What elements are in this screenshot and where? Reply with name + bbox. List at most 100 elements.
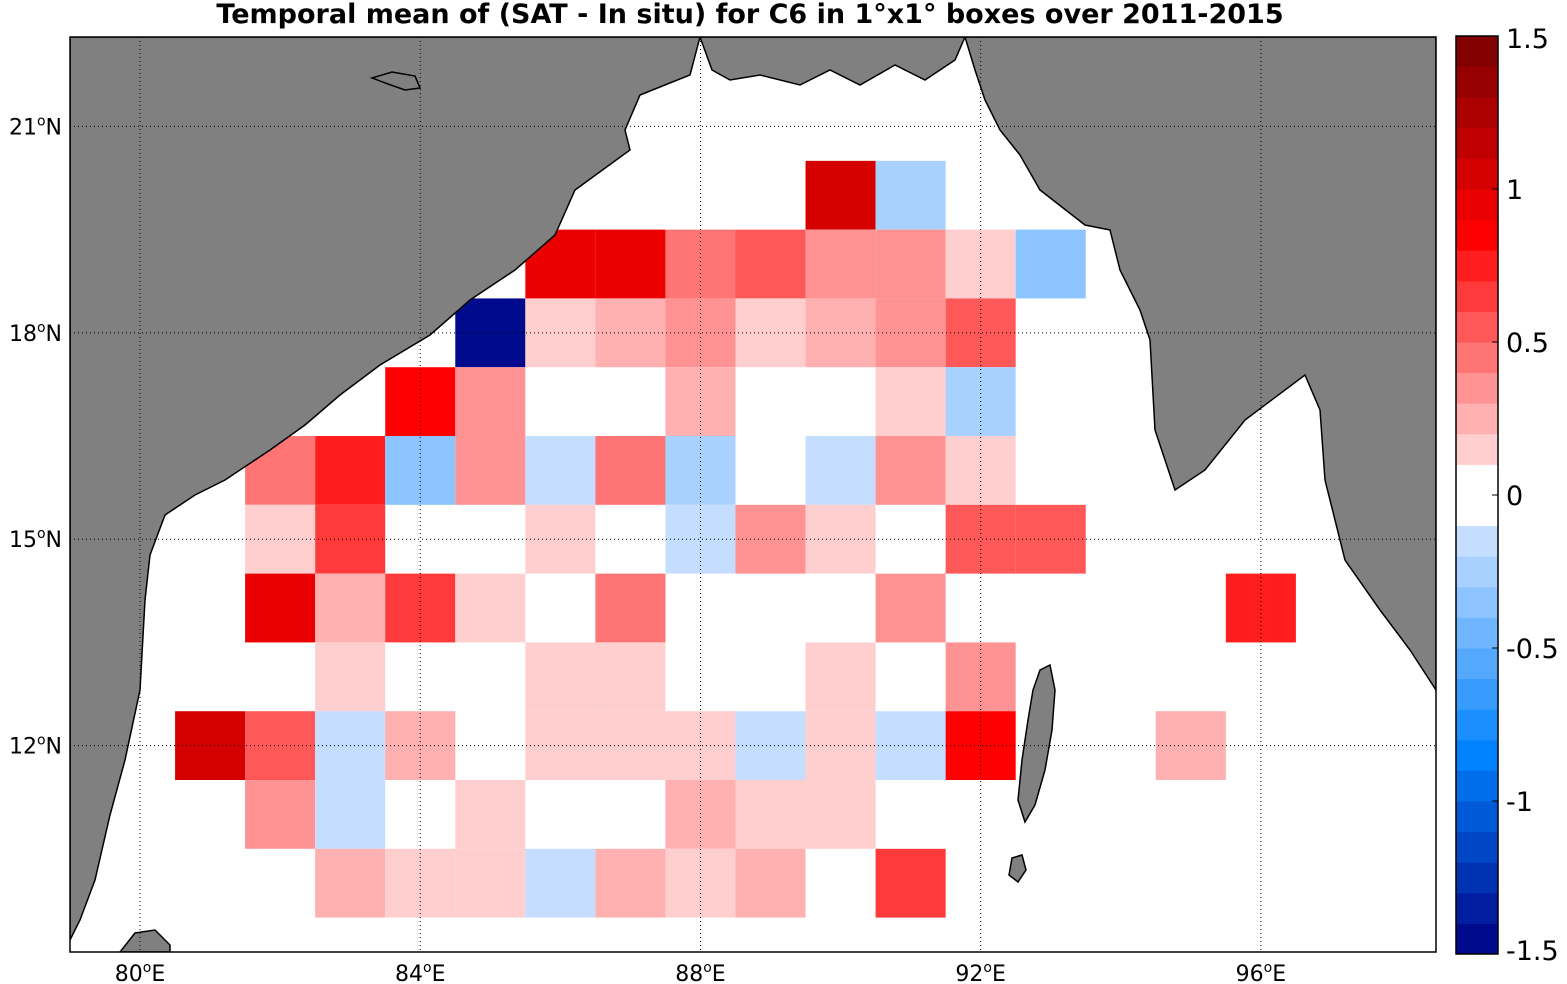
data-cell <box>665 436 736 505</box>
colorbar-segment <box>1456 311 1498 343</box>
colorbar-segment <box>1456 586 1498 618</box>
data-cell <box>1225 573 1296 643</box>
data-cell <box>805 711 876 781</box>
data-cell <box>1015 229 1086 299</box>
colorbar-tick-label: 1 <box>1506 175 1523 206</box>
colorbar-segment <box>1456 372 1498 404</box>
lon-tick-label: 96oE <box>1236 960 1286 984</box>
data-cell <box>875 367 946 437</box>
lat-tick-label: 15oN <box>9 526 62 553</box>
data-cell <box>805 436 876 505</box>
colorbar-segment <box>1456 648 1498 680</box>
data-cell <box>805 298 876 368</box>
colorbar-segment <box>1456 403 1498 435</box>
data-cell <box>945 229 1016 299</box>
colorbar: 1.5 1 0.5 0 -0.5 -1 -1.5 <box>1455 24 1559 967</box>
land-andaman-little <box>1008 854 1027 884</box>
data-cell <box>805 229 876 299</box>
data-cell <box>875 848 946 918</box>
colorbar-segment <box>1456 770 1498 802</box>
grid-lines <box>70 37 1436 952</box>
data-cell <box>665 298 736 368</box>
data-cell <box>595 229 666 299</box>
data-cell <box>665 848 736 918</box>
data-cell <box>735 229 806 299</box>
data-cell <box>805 642 876 712</box>
colorbar-segment <box>1456 862 1498 894</box>
colorbar-segment <box>1456 739 1498 771</box>
data-cell <box>315 573 386 643</box>
data-cell <box>735 848 806 918</box>
colorbar-segment <box>1456 556 1498 588</box>
lat-tick-label: 12oN <box>9 733 62 760</box>
lon-tick-label: 84oE <box>395 960 445 984</box>
colorbar-segment <box>1456 97 1498 129</box>
data-cell <box>525 642 596 712</box>
map-title: Temporal mean of (SAT - In situ) for C6 … <box>216 0 1284 30</box>
colorbar-segment <box>1456 250 1498 282</box>
data-cell <box>245 504 316 574</box>
colorbar-segment <box>1456 801 1498 833</box>
land-sri-lanka-tip <box>119 929 171 952</box>
lon-tick-label: 80oE <box>115 960 165 984</box>
data-cell <box>245 711 316 781</box>
data-cell <box>525 436 596 505</box>
axis-ticks: 80oE 84oE 88oE 92oE 96oE 12oN 15oN 18oN 21oN <box>9 113 1286 984</box>
data-cell <box>525 504 596 574</box>
land-delta-islands <box>699 37 966 86</box>
data-cell <box>665 229 736 299</box>
data-cell <box>385 848 456 918</box>
colorbar-tick-label: 0.5 <box>1506 328 1549 359</box>
data-cell <box>525 711 596 781</box>
data-cell <box>385 573 456 643</box>
data-cell <box>665 780 736 849</box>
colorbar-tick-label: -1 <box>1506 787 1533 818</box>
data-cell <box>945 642 1016 712</box>
colorbar-segment <box>1456 189 1498 221</box>
colorbar-tick-label: 1.5 <box>1506 24 1549 55</box>
land-andaman-north <box>1017 663 1056 824</box>
colorbar-segment <box>1456 158 1498 190</box>
data-cell <box>875 229 946 299</box>
colorbar-segment <box>1456 831 1498 863</box>
colorbar-segment <box>1456 495 1498 527</box>
land-island-nw <box>369 71 422 91</box>
colorbar-segment <box>1456 280 1498 312</box>
colorbar-tick-label: 0 <box>1506 481 1523 512</box>
data-cell <box>595 573 666 643</box>
data-cell <box>455 848 526 918</box>
colorbar-segment <box>1456 923 1498 955</box>
data-cell <box>245 780 316 849</box>
colorbar-segment <box>1456 525 1498 557</box>
data-cell <box>805 504 876 574</box>
data-cell <box>315 848 386 918</box>
colorbar-tick-label: -1.5 <box>1506 936 1559 967</box>
data-cell <box>525 298 596 368</box>
colorbar-segment <box>1456 709 1498 741</box>
data-cell <box>735 780 806 849</box>
colorbar-segment <box>1456 678 1498 710</box>
land-masses <box>70 37 1436 952</box>
data-cell <box>875 573 946 643</box>
data-cell <box>665 504 736 574</box>
land-india <box>70 37 701 941</box>
colorbar-segment <box>1456 66 1498 98</box>
data-cell <box>945 298 1016 368</box>
land-myanmar-bangladesh <box>964 37 1436 692</box>
colorbar-segment <box>1456 219 1498 251</box>
colorbar-segment <box>1456 464 1498 496</box>
data-cell <box>525 848 596 918</box>
data-cell <box>315 436 386 505</box>
lon-tick-label: 88oE <box>675 960 725 984</box>
data-cell <box>945 504 1016 574</box>
lon-tick-label: 92oE <box>955 960 1005 984</box>
colorbar-segment <box>1456 127 1498 159</box>
data-cell <box>595 642 666 712</box>
colorbar-segment <box>1456 892 1498 924</box>
data-cell <box>805 780 876 849</box>
data-cell <box>805 160 876 230</box>
data-cell <box>245 573 316 643</box>
colorbar-tick-label: -0.5 <box>1506 634 1559 665</box>
data-cell <box>385 436 456 505</box>
colorbar-segment <box>1456 342 1498 374</box>
